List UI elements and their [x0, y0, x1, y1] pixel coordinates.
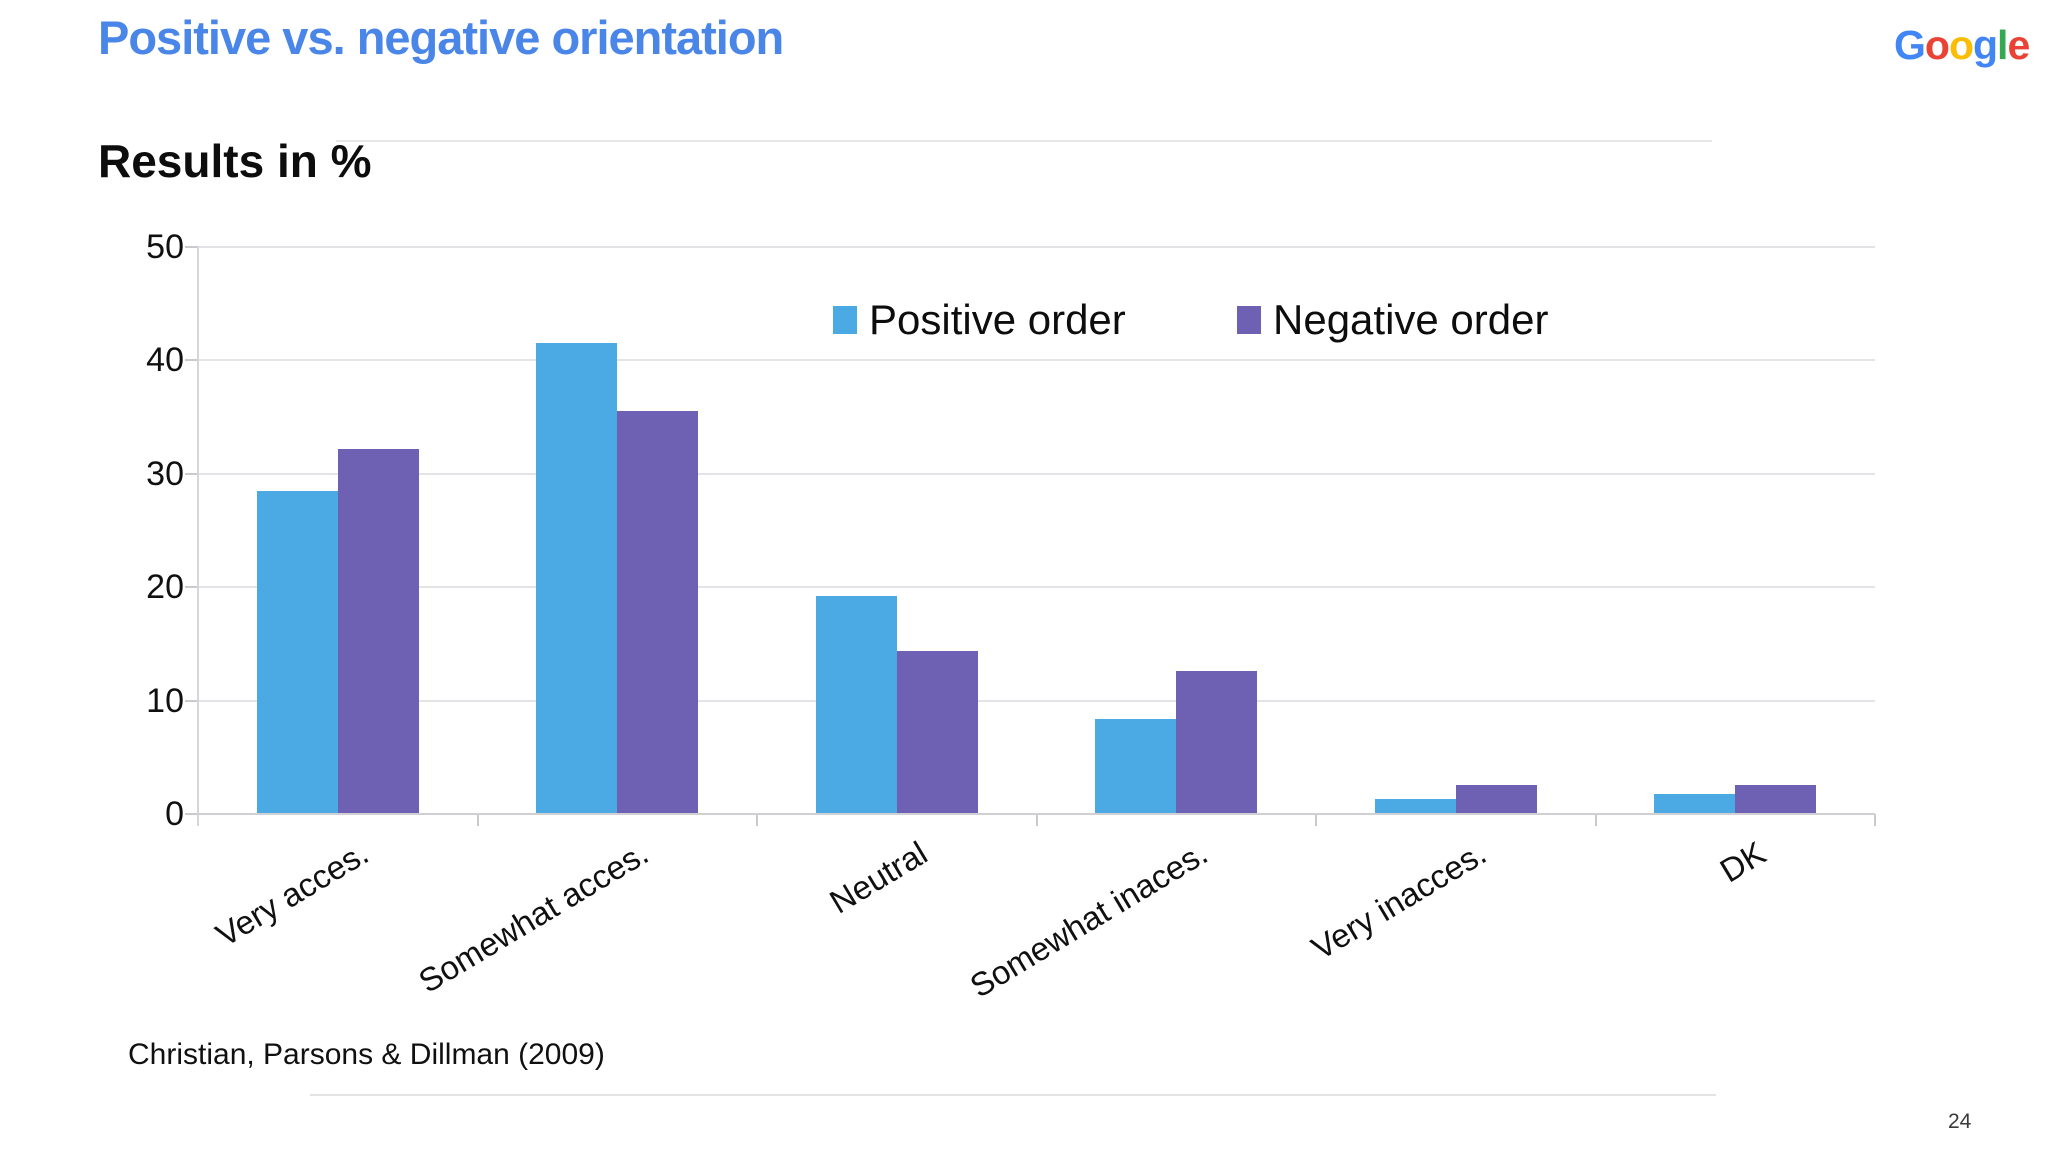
gridline-50 [198, 246, 1875, 248]
y-axis-tick-10 [185, 699, 198, 702]
placeholder-border-top [336, 140, 1712, 142]
x-axis-tick-4 [1315, 814, 1317, 826]
google-logo-letter-1: o [1924, 22, 1950, 68]
x-axis-label-very-inacces: Very inacces. [1305, 834, 1493, 967]
x-axis-tick-5 [1594, 814, 1597, 826]
google-logo-letter-4: l [1997, 22, 2008, 68]
bar-positive-order-very-acces [256, 490, 338, 814]
legend-label-negative-order: Negative order [1273, 296, 1549, 343]
slide-title: Positive vs. negative orientation [98, 11, 784, 64]
y-axis-label-0: 0 [165, 795, 184, 833]
x-axis-label-somewhat-acces: Somewhat acces. [411, 834, 655, 1000]
y-axis-label-30: 30 [146, 454, 184, 493]
google-logo-letter-3: g [1973, 22, 1998, 68]
google-logo: Google [1894, 22, 2030, 69]
y-axis-label-40: 40 [146, 341, 184, 380]
legend-swatch-negative-order [1237, 306, 1261, 334]
x-axis-label-dk: DK [1713, 834, 1773, 890]
legend-label-positive-order: Positive order [869, 296, 1126, 343]
y-axis-tick-30 [185, 472, 198, 475]
y-axis-tick-0 [185, 813, 198, 815]
x-axis-tick-3 [1035, 814, 1038, 826]
bar-negative-order-somewhat-acces [617, 411, 699, 814]
y-axis-label-10: 10 [146, 681, 184, 720]
bar-negative-order-very-acces [337, 448, 419, 814]
bar-negative-order-somewhat-inaces [1176, 671, 1258, 814]
bar-positive-order-very-inacces [1374, 799, 1456, 814]
google-logo-letter-5: e [2007, 22, 2030, 68]
google-logo-letter-0: G [1894, 22, 1926, 68]
x-axis-tick-last [1874, 814, 1876, 826]
y-axis-tick-50 [185, 246, 198, 248]
x-axis-tick-1 [476, 814, 479, 826]
legend-swatch-positive-order [833, 306, 857, 334]
legend-item-negative-order: Negative order [1237, 296, 1548, 344]
gridline-40 [198, 359, 1875, 362]
y-axis-label-20: 20 [146, 568, 184, 607]
chart-heading: Results in % [98, 135, 372, 187]
page-number: 24 [1948, 1110, 1972, 1133]
bar-positive-order-somewhat-inaces [1095, 718, 1177, 814]
y-axis-label-50: 50 [146, 228, 184, 266]
x-axis-tick-2 [756, 814, 758, 826]
bar-negative-order-dk [1735, 784, 1817, 814]
gridline-10 [198, 699, 1875, 702]
bar-positive-order-neutral [815, 596, 897, 814]
y-axis-tick-40 [185, 359, 198, 362]
gridline-30 [198, 472, 1875, 475]
bar-negative-order-very-inacces [1455, 784, 1537, 814]
gridline-20 [198, 586, 1875, 589]
x-axis-label-somewhat-inaces: Somewhat inaces. [963, 834, 1214, 1005]
x-axis-label-neutral: Neutral [823, 834, 934, 921]
legend-item-positive-order: Positive order [833, 296, 1126, 344]
bar-positive-order-dk [1654, 793, 1736, 814]
citation-text: Christian, Parsons & Dillman (2009) [128, 1038, 605, 1071]
x-axis-label-very-acces: Very acces. [209, 834, 375, 954]
placeholder-border-bottom [310, 1094, 1716, 1096]
x-axis-line [198, 813, 1875, 815]
bar-negative-order-neutral [896, 650, 978, 814]
google-logo-letter-2: o [1948, 22, 1974, 68]
y-axis-tick-20 [185, 586, 198, 589]
y-axis-line [197, 247, 199, 826]
bar-positive-order-somewhat-acces [536, 343, 618, 814]
